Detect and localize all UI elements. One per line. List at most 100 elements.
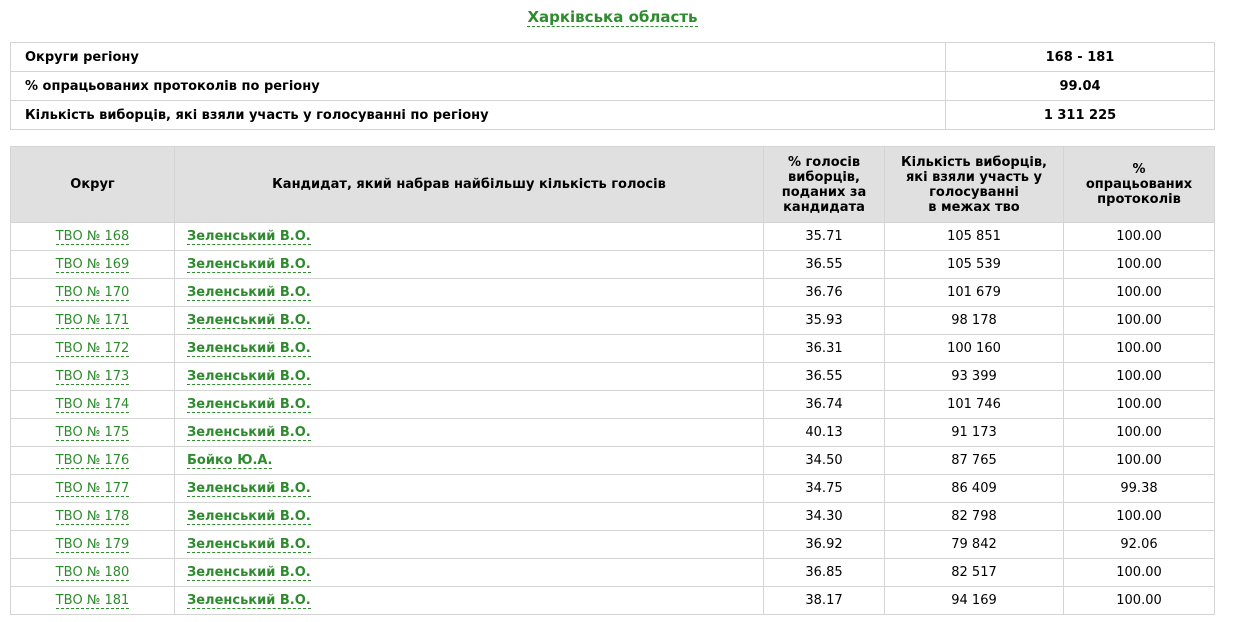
summary-label: Округи регіону	[10, 42, 946, 72]
district-link[interactable]: ТВО № 180	[55, 565, 130, 581]
candidate-link[interactable]: Зеленський В.О.	[187, 593, 311, 609]
district-cell: ТВО № 176	[10, 446, 175, 475]
header-processed: % опрацьованих протоколів	[1063, 146, 1215, 223]
district-cell: ТВО № 171	[10, 306, 175, 335]
percent-cell: 34.75	[763, 474, 885, 503]
region-title-link[interactable]: Харківська область	[527, 8, 698, 27]
percent-cell: 36.31	[763, 334, 885, 363]
candidate-link[interactable]: Зеленський В.О.	[187, 369, 311, 385]
candidate-link[interactable]: Зеленський В.О.	[187, 285, 311, 301]
candidate-link[interactable]: Зеленський В.О.	[187, 257, 311, 273]
district-link[interactable]: ТВО № 178	[55, 509, 130, 525]
processed-cell: 99.38	[1063, 474, 1215, 503]
summary-value: 1 311 225	[945, 100, 1215, 130]
voters-cell: 98 178	[884, 306, 1064, 335]
table-row: ТВО № 176 Бойко Ю.А. 34.50 87 765 100.00	[10, 446, 1215, 475]
district-cell: ТВО № 175	[10, 418, 175, 447]
candidate-link[interactable]: Зеленський В.О.	[187, 397, 311, 413]
voters-cell: 91 173	[884, 418, 1064, 447]
district-cell: ТВО № 169	[10, 250, 175, 279]
candidate-cell: Зеленський В.О.	[174, 418, 764, 447]
processed-cell: 100.00	[1063, 362, 1215, 391]
processed-cell: 100.00	[1063, 334, 1215, 363]
summary-value: 99.04	[945, 71, 1215, 101]
processed-cell: 92.06	[1063, 530, 1215, 559]
percent-cell: 36.92	[763, 530, 885, 559]
district-link[interactable]: ТВО № 169	[55, 257, 130, 273]
candidate-link[interactable]: Зеленський В.О.	[187, 565, 311, 581]
district-link[interactable]: ТВО № 173	[55, 369, 130, 385]
percent-cell: 34.50	[763, 446, 885, 475]
candidate-cell: Зеленський В.О.	[174, 586, 764, 615]
district-link[interactable]: ТВО № 176	[55, 453, 130, 469]
candidate-link[interactable]: Зеленський В.О.	[187, 229, 311, 245]
district-link[interactable]: ТВО № 168	[55, 229, 130, 245]
percent-cell: 36.55	[763, 250, 885, 279]
candidate-cell: Зеленський В.О.	[174, 334, 764, 363]
processed-cell: 100.00	[1063, 446, 1215, 475]
percent-cell: 34.30	[763, 502, 885, 531]
header-percent: % голосів виборців, поданих за кандидата	[763, 146, 885, 223]
table-row: ТВО № 169 Зеленський В.О. 36.55 105 539 100.…	[10, 250, 1215, 279]
table-row: ТВО № 174 Зеленський В.О. 36.74 101 746 100.…	[10, 390, 1215, 419]
candidate-link[interactable]: Бойко Ю.А.	[187, 453, 273, 469]
candidate-link[interactable]: Зеленський В.О.	[187, 425, 311, 441]
candidate-cell: Зеленський В.О.	[174, 390, 764, 419]
table-row: ТВО № 178 Зеленський В.О. 34.30 82 798 100.0…	[10, 502, 1215, 531]
district-cell: ТВО № 180	[10, 558, 175, 587]
summary-row: % опрацьованих протоколів по регіону 99.…	[10, 71, 1215, 101]
header-candidate: Кандидат, який набрав найбільшу кількіст…	[174, 146, 764, 223]
candidate-link[interactable]: Зеленський В.О.	[187, 313, 311, 329]
percent-cell: 38.17	[763, 586, 885, 615]
candidate-cell: Зеленський В.О.	[174, 502, 764, 531]
results-table: Округ Кандидат, який набрав найбільшу кі…	[10, 146, 1215, 615]
voters-cell: 94 169	[884, 586, 1064, 615]
district-link[interactable]: ТВО № 179	[55, 537, 130, 553]
percent-cell: 36.85	[763, 558, 885, 587]
processed-cell: 100.00	[1063, 278, 1215, 307]
candidate-link[interactable]: Зеленський В.О.	[187, 341, 311, 357]
candidate-cell: Зеленський В.О.	[174, 250, 764, 279]
candidate-link[interactable]: Зеленський В.О.	[187, 509, 311, 525]
summary-label: % опрацьованих протоколів по регіону	[10, 71, 946, 101]
voters-cell: 86 409	[884, 474, 1064, 503]
processed-cell: 100.00	[1063, 586, 1215, 615]
candidate-link[interactable]: Зеленський В.О.	[187, 537, 311, 553]
percent-cell: 36.76	[763, 278, 885, 307]
table-row: ТВО № 172 Зеленський В.О. 36.31 100 160 100.…	[10, 334, 1215, 363]
candidate-link[interactable]: Зеленський В.О.	[187, 481, 311, 497]
district-cell: ТВО № 174	[10, 390, 175, 419]
processed-cell: 100.00	[1063, 222, 1215, 251]
district-link[interactable]: ТВО № 171	[55, 313, 130, 329]
district-link[interactable]: ТВО № 170	[55, 285, 130, 301]
voters-cell: 100 160	[884, 334, 1064, 363]
district-cell: ТВО № 173	[10, 362, 175, 391]
processed-cell: 100.00	[1063, 418, 1215, 447]
voters-cell: 105 539	[884, 250, 1064, 279]
district-link[interactable]: ТВО № 174	[55, 397, 130, 413]
district-cell: ТВО № 168	[10, 222, 175, 251]
candidate-cell: Зеленський В.О.	[174, 362, 764, 391]
district-link[interactable]: ТВО № 177	[55, 481, 130, 497]
percent-cell: 40.13	[763, 418, 885, 447]
processed-cell: 100.00	[1063, 306, 1215, 335]
summary-row: Округи регіону 168 - 181	[10, 42, 1215, 72]
candidate-cell: Бойко Ю.А.	[174, 446, 764, 475]
district-link[interactable]: ТВО № 181	[55, 593, 130, 609]
table-row: ТВО № 181 Зеленський В.О. 38.17 94 169 100.0…	[10, 586, 1215, 615]
district-link[interactable]: ТВО № 172	[55, 341, 130, 357]
candidate-cell: Зеленський В.О.	[174, 558, 764, 587]
voters-cell: 105 851	[884, 222, 1064, 251]
district-cell: ТВО № 170	[10, 278, 175, 307]
table-row: ТВО № 180 Зеленський В.О. 36.85 82 517 100.0…	[10, 558, 1215, 587]
voters-cell: 101 679	[884, 278, 1064, 307]
table-row: ТВО № 173 Зеленський В.О. 36.55 93 399 100.0…	[10, 362, 1215, 391]
candidate-cell: Зеленський В.О.	[174, 530, 764, 559]
percent-cell: 36.55	[763, 362, 885, 391]
summary-value: 168 - 181	[945, 42, 1215, 72]
table-row: ТВО № 179 Зеленський В.О. 36.92 79 842 92.06	[10, 530, 1215, 559]
voters-cell: 82 517	[884, 558, 1064, 587]
header-district: Округ	[10, 146, 175, 223]
district-link[interactable]: ТВО № 175	[55, 425, 130, 441]
voters-cell: 79 842	[884, 530, 1064, 559]
